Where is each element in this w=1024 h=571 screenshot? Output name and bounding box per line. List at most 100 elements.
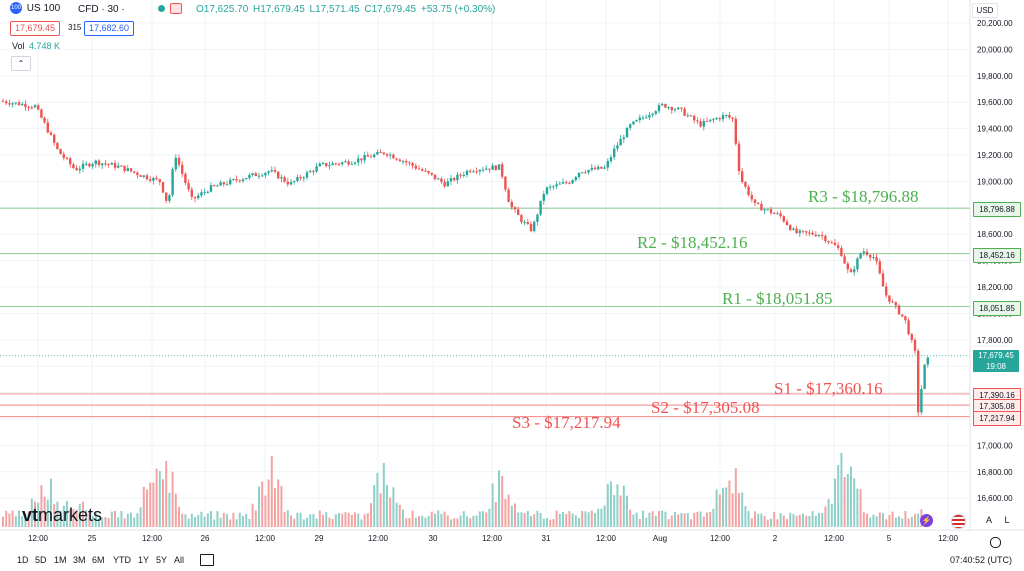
x-tick-label: 12:00 — [482, 534, 503, 543]
indicator-toggles[interactable] — [158, 3, 184, 14]
candle-body — [869, 254, 872, 258]
volume-bar — [542, 518, 545, 527]
candle-body — [443, 181, 446, 187]
candle-body — [241, 179, 245, 182]
candle-body — [811, 232, 814, 235]
volume-bar — [37, 502, 40, 527]
volume-bar — [677, 514, 680, 527]
volume-bar — [274, 488, 276, 527]
timeframe-1d[interactable]: 1D — [17, 555, 29, 565]
settings-gear-icon[interactable] — [990, 537, 1001, 548]
timeframe-6m[interactable]: 6M — [92, 555, 105, 565]
timeframe-5d[interactable]: 5D — [35, 555, 47, 565]
logo-vt: vt — [22, 505, 39, 525]
candle-body — [584, 172, 587, 174]
candle-body — [721, 115, 725, 120]
timeframe-ytd[interactable]: YTD — [113, 555, 131, 565]
candle-body — [206, 191, 209, 193]
volume-bar — [808, 515, 811, 527]
candle-body — [913, 339, 917, 351]
volume-bar — [142, 486, 145, 527]
x-tick-label: Aug — [653, 534, 667, 543]
candle-body — [606, 161, 609, 168]
log-scale-button[interactable]: L — [1004, 515, 1010, 525]
volume-bar — [267, 479, 270, 527]
volume-bar — [901, 518, 904, 527]
candle-body — [142, 175, 145, 177]
symbol-name[interactable]: US 100 — [26, 2, 61, 14]
candle-body — [709, 119, 712, 122]
candle-body — [785, 221, 789, 226]
volume-bar — [485, 512, 488, 527]
volume-bar — [862, 512, 865, 527]
clock-time[interactable]: 07:40:52 (UTC) — [950, 555, 1013, 565]
date-range-icon[interactable] — [200, 554, 214, 566]
volume-bar — [34, 501, 36, 527]
collapse-chevron-icon[interactable]: ⌃ — [11, 56, 31, 71]
sell-price-button[interactable]: 17,679.45 — [10, 21, 61, 36]
volume-bar — [107, 518, 110, 527]
volume-bar — [152, 482, 155, 527]
timeframe-1m[interactable]: 1M — [54, 555, 67, 565]
candle-body — [43, 117, 46, 123]
timeframe-5y[interactable]: 5Y — [156, 555, 168, 565]
volume-bar — [139, 507, 142, 527]
volume-bar — [536, 510, 539, 527]
buy-price-button[interactable]: 17,682.60 — [84, 21, 135, 36]
timeframe-1y[interactable]: 1Y — [138, 555, 150, 565]
candle-body — [53, 134, 56, 143]
volume-bar — [382, 462, 385, 527]
volume-bar — [843, 477, 846, 527]
candle-body — [837, 245, 840, 248]
volume-bar — [315, 518, 318, 527]
volume-bar — [264, 495, 267, 527]
candle-body — [728, 114, 731, 118]
volume-bar — [421, 515, 424, 527]
candle-body — [126, 168, 129, 171]
volume-bar — [270, 456, 273, 527]
volume-bar — [226, 514, 228, 527]
x-tick-label: 29 — [315, 534, 324, 543]
timeframe-3m[interactable]: 3M — [73, 555, 86, 565]
volume-bar — [162, 479, 164, 527]
candle-body — [497, 164, 501, 170]
candle-body — [273, 169, 277, 172]
volume-bar — [590, 510, 593, 527]
volume-bar — [120, 510, 123, 527]
volume-bar — [181, 513, 184, 527]
candle-body — [152, 177, 155, 181]
candle-body — [424, 170, 427, 172]
currency-selector[interactable]: USD — [972, 3, 998, 18]
candle-body — [430, 172, 433, 175]
x-tick-label: 12:00 — [28, 534, 49, 543]
volume-bar — [126, 513, 129, 527]
candle-body — [881, 273, 885, 287]
volume-bar — [904, 511, 907, 527]
volume-bar — [459, 515, 462, 527]
candle-body — [776, 213, 779, 215]
volume-bar — [62, 505, 65, 527]
candle-body — [213, 185, 216, 187]
chart-style-icon[interactable] — [169, 3, 182, 14]
volume-bar — [277, 479, 280, 527]
volume-bar — [290, 515, 292, 527]
candle-body — [760, 204, 763, 211]
volume-bar — [907, 518, 910, 527]
timeframe-all[interactable]: All — [174, 555, 185, 565]
volume-bar — [917, 513, 920, 527]
volume-bar — [648, 512, 651, 527]
visibility-icon[interactable] — [158, 5, 165, 12]
volume-bar — [75, 509, 78, 527]
us-flag-icon[interactable] — [951, 514, 966, 529]
candle-body — [350, 163, 353, 165]
candle-body — [779, 213, 782, 217]
lightning-icon[interactable]: ⚡ — [920, 514, 933, 527]
volume-bar — [517, 512, 520, 527]
candle-body — [504, 176, 507, 190]
candle-body — [747, 186, 750, 196]
auto-scale-button[interactable]: A — [985, 515, 992, 525]
candle-body — [705, 120, 709, 122]
volume-bar — [2, 516, 4, 527]
candle-body — [539, 200, 542, 215]
